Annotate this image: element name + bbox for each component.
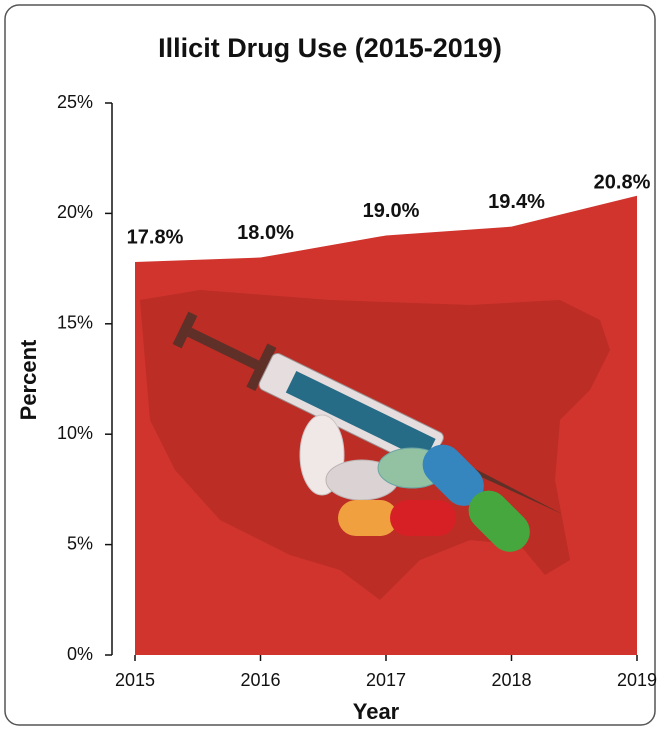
x-tick-label: 2017 <box>366 670 406 690</box>
x-tick-label: 2015 <box>115 670 155 690</box>
y-tick-label: 0% <box>67 644 93 664</box>
capsule <box>338 500 398 536</box>
x-tick-label: 2019 <box>617 670 657 690</box>
data-label: 18.0% <box>237 222 294 244</box>
capsule <box>390 500 456 536</box>
data-label: 19.4% <box>488 191 545 213</box>
data-label: 19.0% <box>363 200 420 222</box>
illustration <box>140 290 610 600</box>
y-axis-label: Percent <box>16 339 41 420</box>
x-axis-label: Year <box>353 699 400 724</box>
chart-title: Illicit Drug Use (2015-2019) <box>158 33 502 63</box>
capsule <box>422 444 530 552</box>
data-label: 20.8% <box>594 171 651 193</box>
x-tick-label: 2018 <box>491 670 531 690</box>
y-tick-label: 10% <box>57 423 93 443</box>
x-tick-label: 2016 <box>240 670 280 690</box>
data-label: 17.8% <box>127 226 184 248</box>
y-tick-label: 5% <box>67 533 93 553</box>
y-tick-label: 15% <box>57 313 93 333</box>
y-tick-label: 20% <box>57 202 93 222</box>
y-tick-label: 25% <box>57 92 93 112</box>
